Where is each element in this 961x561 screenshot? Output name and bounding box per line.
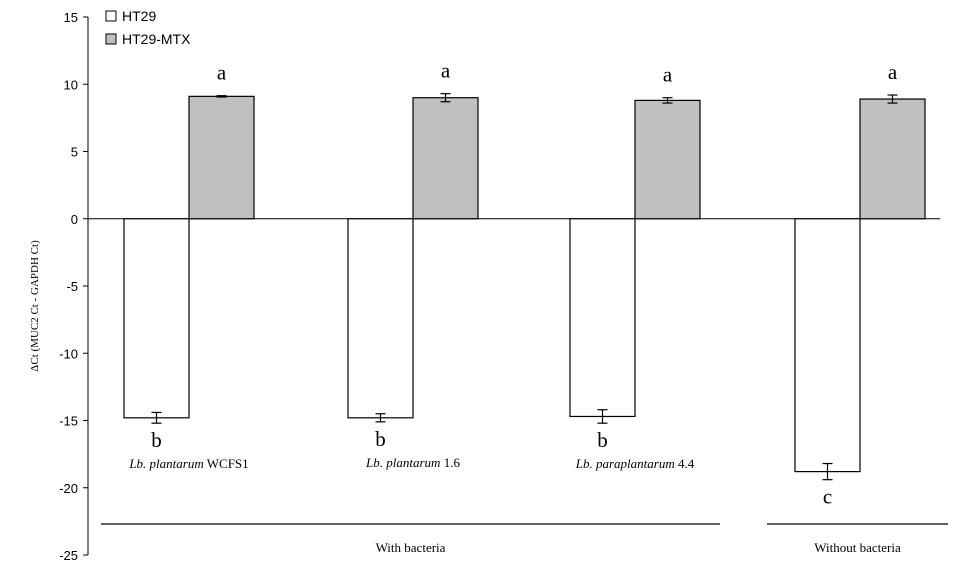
bar bbox=[412, 97, 479, 220]
y-axis-label: ΔCt (MUC2 Ct - GAPDH Ct) bbox=[29, 240, 41, 372]
legend: HT29 HT29-MTX bbox=[105, 8, 191, 47]
category-labels: Lb. plantarum WCFS1 Lb. plantarum 1.6 Lb. … bbox=[128, 455, 694, 471]
category-label: Lb. plantarum 1.6 bbox=[365, 455, 460, 470]
y-tick-label: 5 bbox=[71, 145, 78, 160]
y-tick-label: 15 bbox=[64, 10, 78, 25]
bar bbox=[634, 99, 701, 220]
legend-label: HT29 bbox=[122, 8, 156, 24]
legend-swatch bbox=[105, 33, 117, 45]
bar bbox=[123, 218, 190, 419]
group-label: Without bacteria bbox=[814, 540, 901, 555]
error-bars bbox=[151, 93, 898, 481]
y-tick-label: 10 bbox=[64, 77, 78, 92]
bar bbox=[569, 218, 636, 418]
legend-swatch bbox=[105, 10, 117, 22]
bar bbox=[794, 218, 861, 473]
legend-label: HT29-MTX bbox=[122, 31, 191, 47]
significance-letter: b bbox=[597, 428, 608, 452]
bars bbox=[123, 95, 926, 473]
y-tick-label: -10 bbox=[59, 346, 78, 361]
significance-letter: c bbox=[823, 485, 832, 509]
bar bbox=[859, 98, 926, 220]
y-tick-label: 0 bbox=[71, 212, 78, 227]
bar bbox=[347, 218, 414, 419]
significance-letters: b b b c a a a a bbox=[151, 59, 898, 509]
significance-letter: a bbox=[663, 63, 673, 87]
category-label: Lb. plantarum WCFS1 bbox=[128, 456, 248, 471]
significance-letter: b bbox=[375, 427, 386, 451]
significance-letter: a bbox=[217, 61, 227, 85]
bar bbox=[188, 95, 255, 220]
category-label: Lb. paraplantarum 4.4 bbox=[575, 456, 695, 471]
y-tick-label: -15 bbox=[59, 414, 78, 429]
significance-letter: a bbox=[441, 59, 451, 83]
y-tick-label: -5 bbox=[66, 279, 78, 294]
y-tick-label: -20 bbox=[59, 481, 78, 496]
significance-letter: a bbox=[888, 60, 898, 84]
y-tick-label: -25 bbox=[59, 548, 78, 561]
significance-letter: b bbox=[151, 428, 162, 452]
group-label: With bacteria bbox=[376, 540, 446, 555]
group-labels: With bacteria Without bacteria bbox=[101, 523, 948, 555]
